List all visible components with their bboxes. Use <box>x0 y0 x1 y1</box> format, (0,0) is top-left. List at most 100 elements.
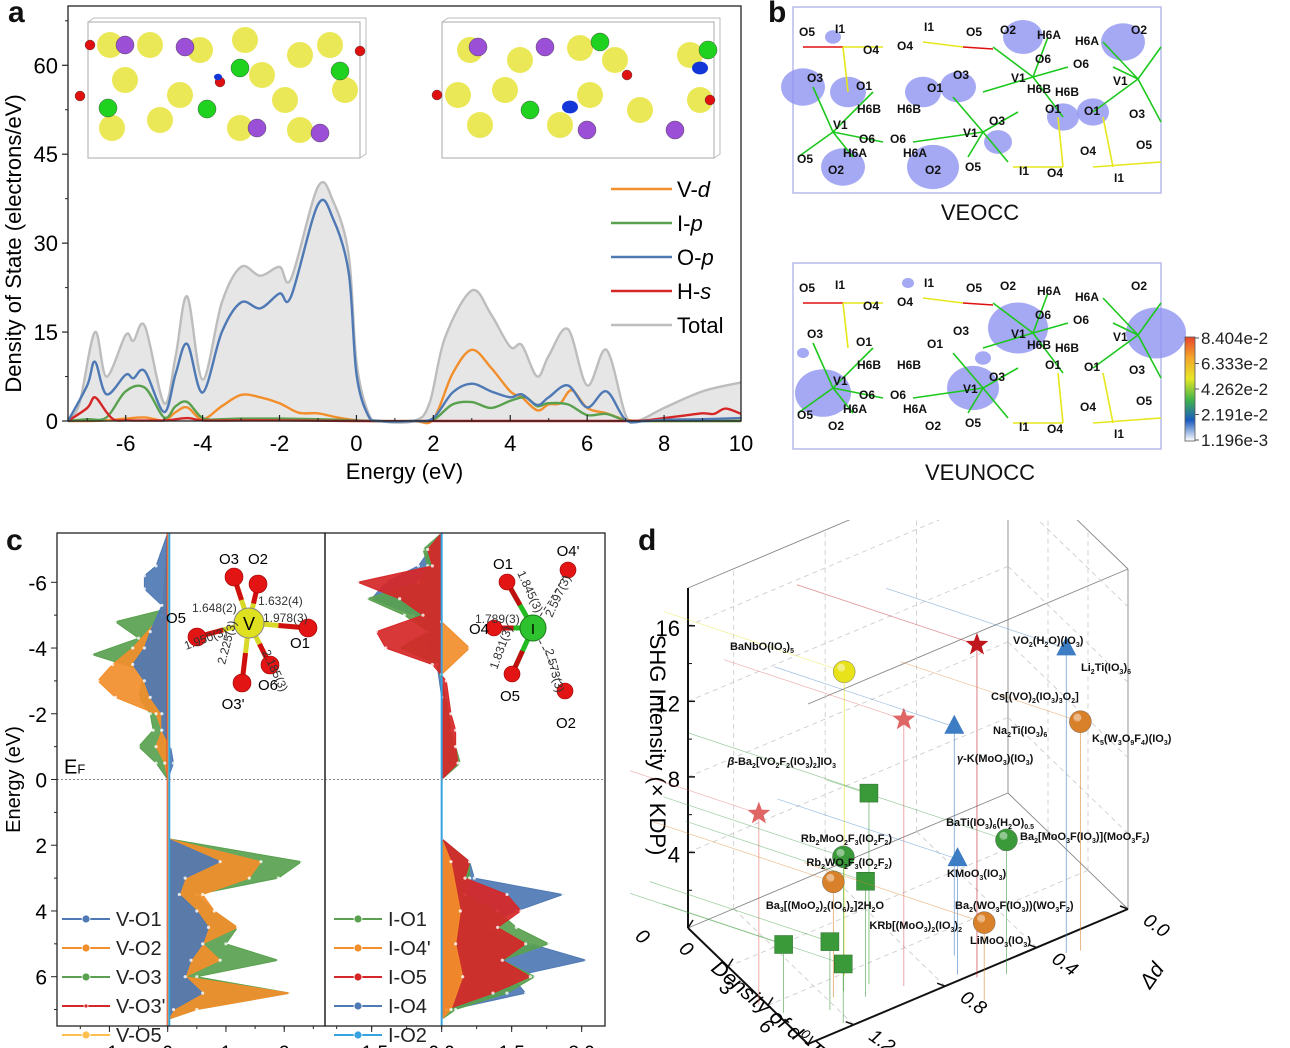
y-axis <box>807 908 1129 1045</box>
bond <box>1032 332 1064 374</box>
charge-density-lobe <box>940 71 976 103</box>
atom-label: H6B <box>897 358 921 372</box>
pcohp-point <box>421 613 425 617</box>
x-tick <box>727 958 734 968</box>
pcohp-point <box>195 975 199 979</box>
pcohp-point <box>456 761 460 765</box>
colorbar-tick-label: 8.404e-2 <box>1201 329 1268 348</box>
legend-marker <box>83 1003 89 1009</box>
atom-label: O2 <box>1131 279 1147 293</box>
pcohp-point <box>398 597 402 601</box>
x-gridline <box>767 869 1089 1006</box>
pcohp-point <box>276 958 280 962</box>
atom-v-label: V <box>243 614 255 634</box>
y-tick-label: 0.0 <box>1139 910 1173 943</box>
isosurface-lobe <box>167 82 193 108</box>
charge-density-lobe <box>975 351 991 365</box>
pcohp-point <box>171 1007 176 1012</box>
atom-label: O4 <box>1080 144 1096 158</box>
bond <box>1032 292 1049 334</box>
isosurface-lobe <box>249 62 275 88</box>
isosurface-lobe <box>147 107 173 133</box>
atom <box>704 94 716 106</box>
data-point <box>1056 636 1077 656</box>
atom-label: O4 <box>863 43 879 57</box>
pcohp-point <box>218 958 222 962</box>
colorbar-tick-label: 4.262e-2 <box>1201 380 1268 399</box>
atom-label: O5 <box>966 25 982 39</box>
atom-label: I1 <box>1019 420 1029 434</box>
pcohp-point <box>160 712 164 716</box>
pcohp-point <box>201 991 205 995</box>
atom-label: O4 <box>897 295 913 309</box>
charge-density-lobe <box>907 144 959 190</box>
atom-label: O3 <box>807 327 823 341</box>
bond <box>962 46 994 50</box>
legend-marker <box>353 1030 363 1040</box>
atom <box>310 123 330 143</box>
y-tick-label: 2 <box>35 835 47 858</box>
legend-label-i-o1: I-O1 <box>388 909 427 931</box>
z-axis-label: SHG Intensity (× KDP) <box>645 635 670 856</box>
atom-label: O1 <box>493 556 513 573</box>
bond <box>1102 116 1114 168</box>
legend-marker <box>81 1030 91 1040</box>
dos-chart: -6 -4 -2 0 2 4 6 8 10 0 15 30 45 60 Energy (eV) Density… <box>1 5 753 484</box>
point-label: BaNbO(IO3)5 <box>729 641 794 656</box>
box-edge <box>1076 520 1129 570</box>
atom-label: V1 <box>963 382 978 396</box>
bond <box>962 302 994 306</box>
pcohp-point <box>259 860 263 864</box>
data-point <box>947 847 968 867</box>
projection-line <box>774 666 955 728</box>
pcohp-point <box>524 991 528 995</box>
projection-line <box>685 820 866 882</box>
x-tick <box>687 919 694 929</box>
box-edge <box>807 568 1129 705</box>
bond <box>1092 417 1162 424</box>
pcohp-point <box>430 662 434 667</box>
pcohp-point <box>547 942 551 946</box>
atom-label: O5 <box>965 160 981 174</box>
atom <box>354 45 366 57</box>
bond <box>992 46 1034 78</box>
pcohp-area-v-o1 <box>132 532 222 1022</box>
pcohp-point <box>177 892 181 897</box>
bond <box>832 387 854 414</box>
bond-length-label: 1.789(3) <box>475 612 520 626</box>
y-axis-label: Density of State (electrons/eV) <box>1 94 26 392</box>
atom-label: O5 <box>166 610 186 627</box>
x-tick-label: 6 <box>581 431 593 456</box>
isosurface-lobe <box>137 32 163 58</box>
atom-label: O1 <box>856 79 872 93</box>
point-label: BaTi(IO3)6(H2O)0.5 <box>946 817 1034 832</box>
point-label: γ-K(MoO3)(IO3) <box>957 753 1034 768</box>
atom <box>535 37 555 57</box>
y-tick-label: -4 <box>28 638 47 661</box>
atom-label: H6B <box>1055 85 1079 99</box>
point-label: KRb[(MoO3)2(IO3)2 <box>869 920 962 935</box>
atom <box>665 120 685 140</box>
pcohp-point <box>416 564 420 568</box>
projection-line <box>649 881 831 942</box>
pcohp-point <box>505 892 509 897</box>
pcohp-point <box>113 695 117 699</box>
pcohp-point <box>110 662 114 667</box>
point-label: Li2Ti(IO3)6 <box>1081 662 1132 677</box>
x-tick-label: -1 <box>101 1043 118 1048</box>
projection-line <box>900 661 1081 723</box>
bond <box>1112 322 1139 336</box>
isosurface-lobe-blue <box>692 61 708 75</box>
bond <box>797 387 834 414</box>
pcohp-point <box>449 712 453 716</box>
pcohp-point <box>189 958 193 962</box>
bond <box>1092 334 1139 369</box>
isosurface-lobe <box>99 115 125 141</box>
point-label: Rb2WO2F3(IO2F2) <box>806 857 892 872</box>
y-tick-label: -2 <box>28 704 47 727</box>
projection-line <box>777 798 958 860</box>
bond <box>1137 78 1162 123</box>
z-gridline <box>1007 717 1129 834</box>
z-tick-label: 16 <box>656 616 680 641</box>
legend-marker <box>353 1001 363 1011</box>
